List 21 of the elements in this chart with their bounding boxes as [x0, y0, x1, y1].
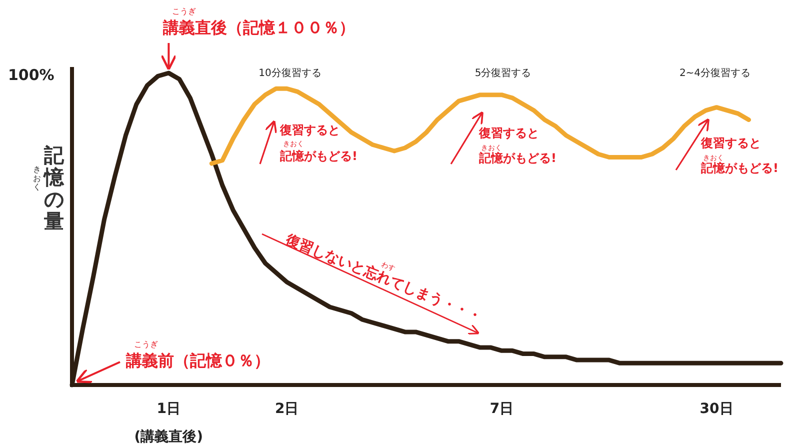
text: 100% [8, 66, 54, 84]
x-tick-label: 2日 [274, 401, 299, 417]
annotation: 復習すると [279, 123, 340, 137]
text: こうぎ [172, 7, 196, 16]
y-axis-title: 記憶の量 [43, 143, 65, 233]
annotation: 復習すると [700, 136, 761, 150]
annotation: こうぎ [134, 340, 158, 349]
annotation: 2~4分復習する [679, 67, 751, 79]
x-tick-label: 30日 [700, 401, 734, 417]
x-tick-label: 7日 [490, 401, 514, 417]
annotation: 講義直後（記憶１００％） [162, 18, 355, 37]
text: (講義直後) [134, 428, 204, 445]
annotation: 記憶がもどる! [478, 151, 556, 165]
text: きおく [33, 165, 41, 192]
annotation: 講義前（記憶０％） [125, 351, 270, 370]
x-tick-label: 1日 [156, 401, 181, 417]
annotation: 5分復習する [474, 67, 532, 79]
annotation: 記憶がもどる! [279, 149, 358, 163]
annotation: 復習すると [478, 126, 539, 140]
annotation: 10分復習する [258, 67, 322, 79]
annotation: 記憶がもどる! [700, 161, 778, 175]
